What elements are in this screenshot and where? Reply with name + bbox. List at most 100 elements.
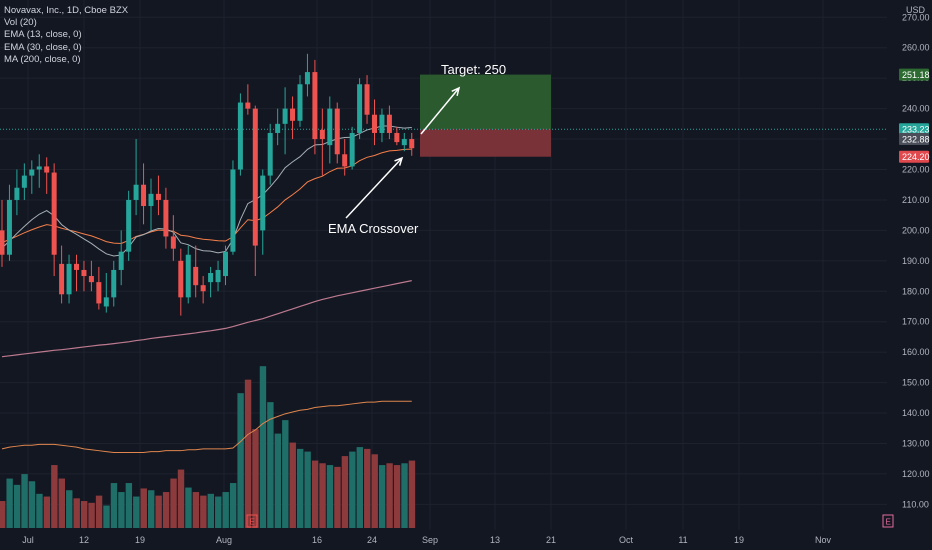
volume-bar [393,465,401,528]
volume-bar [252,429,259,528]
price-tag [899,123,929,136]
time-tick-label: 12 [79,535,89,545]
volume-bar [244,379,252,528]
volume-bar [378,465,386,528]
candle-body [357,84,363,133]
candle-body [342,154,348,167]
candle-body [141,184,147,207]
candle-body [394,132,400,143]
volume-bars [0,366,416,528]
volume-bar [356,447,363,528]
candle-body [29,169,35,176]
candle-body [118,251,124,270]
volume-bar [319,463,326,528]
candle-body [66,263,72,295]
price-tick-label: 190.00 [902,256,930,266]
candle-body [103,297,109,307]
volume-bar [177,469,185,528]
symbol-title[interactable]: Novavax, Inc., 1D, Cboe BZX [4,5,129,16]
price-tag [899,68,929,81]
earnings-marker-icon [882,514,894,528]
price-tick-label: 180.00 [902,286,930,296]
candle-body [386,114,392,133]
legend-volume[interactable]: Vol (20) [4,17,37,29]
volume-bar [51,465,58,528]
candle-body [223,251,228,277]
candle-body [312,72,318,140]
legend-ma200[interactable]: MA (200, close, 0) [4,53,81,65]
candle-body [59,263,65,295]
time-tick-label: Aug [216,535,232,545]
volume-bar [215,496,222,528]
candle-body [126,199,132,252]
volume-bar [259,366,267,528]
volume-bar [110,483,118,528]
candle-body [379,114,385,133]
volume-bar [267,402,274,528]
price-tick-label: 270.00 [902,12,930,22]
candles [0,53,415,316]
candle-body [252,108,258,246]
volume-bar [341,456,349,528]
price-tick-label: 170.00 [902,317,930,327]
candle-body [178,260,184,298]
candle-body [319,129,325,140]
price-tick-label: 160.00 [902,347,930,357]
candle-body [163,199,169,237]
grid-lines [0,0,887,530]
volume-bar [73,498,80,528]
candle-body [364,84,370,115]
time-tick-label: Sep [422,535,438,545]
price-tick-label: 220.00 [902,165,930,175]
candle-body [44,166,50,173]
candle-body [290,108,296,121]
candle-body [401,139,407,146]
price-tag-label: 232.88 [902,134,930,144]
volume-bar [200,495,207,528]
price-tick-label: 240.00 [902,104,930,114]
volume-bar [36,493,43,528]
price-tick-label: 120.00 [902,469,930,479]
candle-body [111,269,117,298]
candle-body [267,132,273,176]
volume-bar [43,496,51,528]
legend-ema13[interactable]: EMA (13, close, 0) [4,29,82,41]
volume-bar [408,460,416,528]
time-tick-label: 11 [678,535,687,545]
earnings-marker-icon [246,514,258,528]
time-tick-label: 21 [546,535,556,545]
candle-body [133,184,139,200]
annotations[interactable]: Target: 250 EMA Crossover [328,62,506,236]
candle-body [170,236,176,249]
volume-bar [371,454,378,528]
price-tag-label: 233.23 [902,124,930,134]
candle-body [185,254,191,298]
price-tick-label: 150.00 [902,378,930,388]
volume-bar [0,501,6,528]
volume-bar [401,463,408,528]
volume-bar [170,478,177,528]
volume-bar [133,496,140,528]
candle-body [304,72,310,85]
price-tick-label: 130.00 [902,438,930,448]
volume-bar [274,433,282,528]
crossover-arrow-head [394,156,404,166]
volume-bar [21,474,28,528]
price-tick-label: 210.00 [902,195,930,205]
candle-body [36,166,42,170]
price-tag [899,133,929,146]
candle-body [260,175,266,231]
legend-ema30[interactable]: EMA (30, close, 0) [4,41,82,53]
candle-body [282,108,288,124]
price-axis[interactable]: USD270.00260.00250.00240.00230.00220.002… [246,5,930,528]
volume-bar [66,490,73,528]
long-position-zones[interactable] [0,74,887,157]
time-tick-label: 19 [734,535,744,545]
price-tag [899,150,929,163]
volume-bar [289,442,296,528]
time-axis[interactable]: Jul 12 19 Aug 16 24 Sep 13 21 Oct 11 19 Nov [22,535,831,545]
time-tick-label: 16 [312,535,322,545]
volume-bar [304,451,311,528]
candle-body [237,102,243,170]
